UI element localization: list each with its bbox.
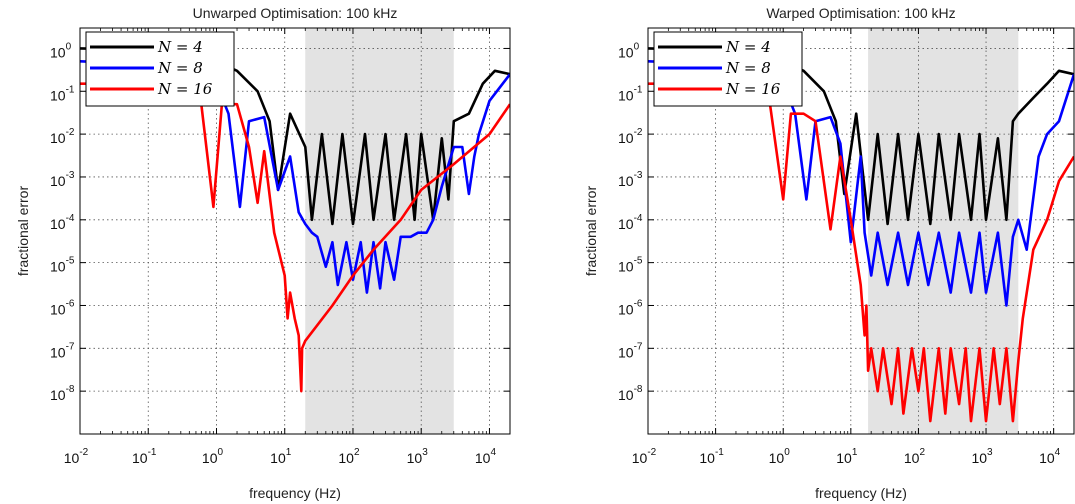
y-tick-label: 10-7 — [50, 341, 75, 360]
x-tick-label: 101 — [836, 447, 858, 466]
y-tick-label: 10-3 — [618, 170, 643, 189]
y-tick-label: 10-7 — [618, 341, 643, 360]
x-tick-label: 102 — [904, 447, 926, 466]
series-group — [648, 47, 1074, 423]
x-axis-label: frequency (Hz) — [815, 485, 907, 501]
chart-panel-1: 10-2 10-1 100 101 102 103 104 100 10-1 10-2 10-3 10… — [15, 5, 511, 501]
legend-label: N = 8 — [157, 59, 203, 77]
x-tick-label: 103 — [407, 447, 429, 466]
x-tick-label: 100 — [202, 447, 224, 466]
x-tick-label: 102 — [338, 447, 360, 466]
y-tick-label: 10-5 — [50, 256, 75, 275]
y-tick-label: 10-1 — [50, 84, 75, 103]
x-tick-label: 103 — [971, 447, 993, 466]
chart-panel-2: 10-2 10-1 100 101 102 103 104 100 10-1 10-2 10-3 10… — [583, 5, 1075, 501]
legend-box — [85, 31, 235, 107]
x-tick-label: 10-1 — [699, 447, 724, 466]
y-tick-label: 10-1 — [618, 84, 643, 103]
x-axis-label: frequency (Hz) — [249, 485, 341, 501]
x-tick-label: 10-2 — [632, 447, 657, 466]
legend-label: N = 16 — [725, 80, 781, 98]
y-tick-label: 10-8 — [618, 384, 643, 403]
series-line-n-8 — [648, 60, 1074, 307]
series-line-n-8 — [80, 60, 510, 294]
x-tick-label: 10-2 — [64, 447, 89, 466]
legend-label: N = 4 — [725, 38, 771, 56]
legend: N = 4 N = 8 N = 16 — [85, 31, 235, 107]
y-axis-label: fractional error — [15, 186, 31, 277]
y-tick-label: 10-8 — [50, 384, 75, 403]
y-tick-label: 10-4 — [618, 213, 643, 232]
y-tick-label: 10-2 — [618, 127, 643, 146]
y-tick-label: 10-2 — [50, 127, 75, 146]
shaded-band — [305, 28, 454, 434]
legend-label: N = 4 — [157, 38, 203, 56]
x-tick-label: 104 — [1039, 447, 1061, 466]
y-tick-label: 10-3 — [50, 170, 75, 189]
chart-title: Unwarped Optimisation: 100 kHz — [193, 5, 398, 21]
x-tick-label: 10-1 — [132, 447, 157, 466]
y-tick-label: 10-4 — [50, 213, 75, 232]
axes-frame — [79, 27, 511, 435]
legend-label: N = 16 — [157, 80, 213, 98]
legend-label: N = 8 — [725, 59, 771, 77]
shaded-band — [868, 28, 1019, 434]
y-axis-label: fractional error — [583, 186, 599, 277]
series-line-n-4 — [80, 47, 510, 226]
legend: N = 4 N = 8 N = 16 — [653, 31, 803, 107]
y-tick-label: 10-5 — [618, 256, 643, 275]
series-line-n-4 — [648, 47, 1074, 226]
y-tick-label: 10-6 — [50, 298, 75, 317]
axes-frame — [647, 27, 1075, 435]
chart-title: Warped Optimisation: 100 kHz — [766, 5, 955, 21]
x-tick-label: 100 — [769, 447, 791, 466]
x-tick-label: 101 — [270, 447, 292, 466]
series-line-n-16 — [648, 82, 1074, 423]
y-tick-label: 10-6 — [618, 298, 643, 317]
x-tick-label: 104 — [475, 447, 497, 466]
y-tick-label: 100 — [50, 41, 72, 60]
y-tick-label: 100 — [618, 41, 640, 60]
